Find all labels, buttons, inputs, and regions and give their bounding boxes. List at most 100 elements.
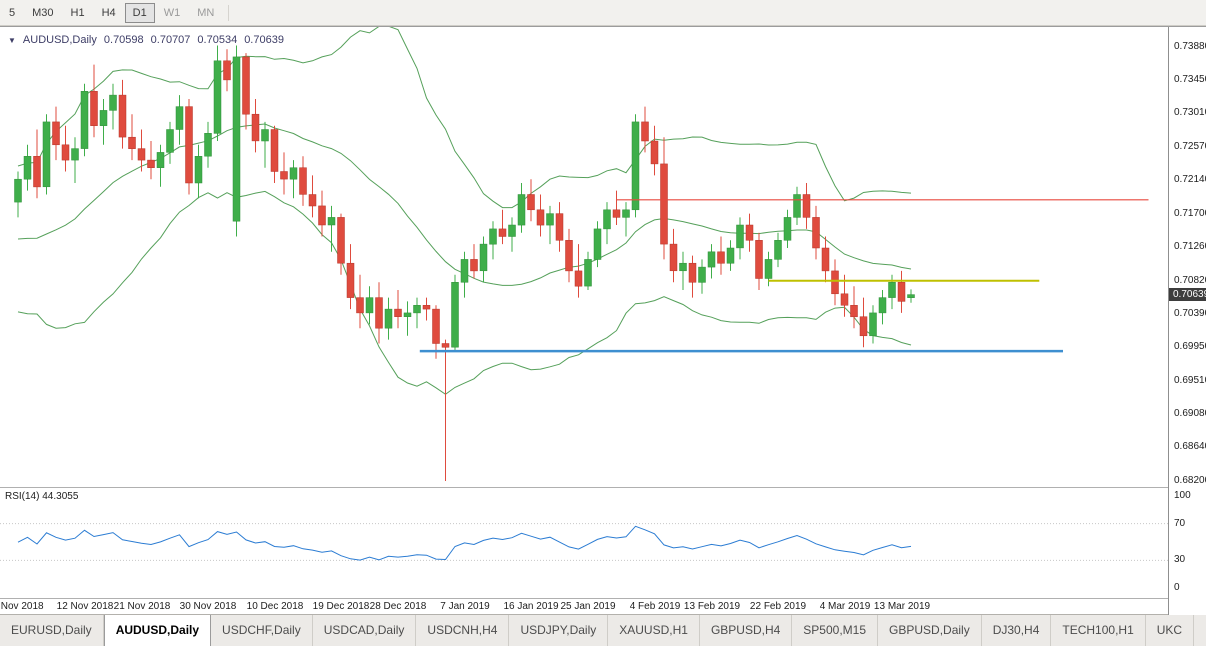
candle-body[interactable] [593,228,602,260]
chart-tab-usdjpy-daily[interactable]: USDJPY,Daily [509,615,609,646]
candle-body[interactable] [204,133,212,157]
candle-body[interactable] [726,247,735,264]
candle-body[interactable] [318,205,326,226]
candle-body[interactable] [774,240,782,260]
candle-body[interactable] [156,152,165,168]
candle-body[interactable] [346,262,355,298]
candle-body[interactable] [441,343,450,348]
candle-body[interactable] [175,106,184,130]
candle-body[interactable] [147,159,155,168]
candle-body[interactable] [612,209,621,218]
candle-body[interactable] [565,240,573,272]
candle-body[interactable] [840,293,849,306]
candle-body[interactable] [869,312,877,337]
candle-body[interactable] [109,94,117,111]
chart-tab-ukc[interactable]: UKC [1146,615,1195,646]
candle-body[interactable] [270,129,279,172]
candle-body[interactable] [23,156,32,180]
chart-tab-sp500-m15[interactable]: SP500,M15 [792,615,879,646]
candle-body[interactable] [850,305,858,318]
rsi-panel[interactable]: RSI(14) 44.3055 [0,488,1168,599]
rsi-svg[interactable] [0,488,1168,598]
candle-body[interactable] [413,305,421,314]
candle-body[interactable] [669,243,678,272]
candle-body[interactable] [52,121,60,146]
chart-tab-gbpusd-h4[interactable]: GBPUSD,H4 [700,615,793,646]
candle-body[interactable] [688,262,697,283]
candle-body[interactable] [261,129,269,142]
candle-body[interactable] [118,94,127,138]
candle-body[interactable] [194,156,203,184]
timeframe-button-h4[interactable]: H4 [101,6,116,19]
candle-body[interactable] [536,209,545,226]
candle-body[interactable] [831,270,839,295]
candle-body[interactable] [365,297,374,314]
timeframe-button-mn[interactable]: MN [197,6,215,19]
candle-body[interactable] [223,60,231,81]
candle-body[interactable] [232,56,241,222]
chart-tab-audusd-daily[interactable]: AUDUSD,Daily [103,615,212,646]
candle-body[interactable] [375,297,383,329]
candle-body[interactable] [717,251,725,264]
candle-body[interactable] [213,60,222,134]
candle-body[interactable] [137,148,146,161]
candle-body[interactable] [821,247,830,272]
candle-body[interactable] [641,121,649,142]
candle-body[interactable] [546,213,554,226]
candle-body[interactable] [907,294,915,298]
chart-tab-usdcad-daily[interactable]: USDCAD,Daily [313,615,417,646]
candle-body[interactable] [356,297,364,314]
candle-body[interactable] [384,308,393,329]
timeframe-button-m30[interactable]: M30 [32,6,54,19]
candle-body[interactable] [574,270,583,287]
candle-body[interactable] [812,217,820,249]
candle-body[interactable] [698,266,706,283]
candle-body[interactable] [90,91,98,126]
chart-tab-gbpusd-daily[interactable]: GBPUSD,Daily [878,615,982,646]
chart-tab-tech100-h1[interactable]: TECH100,H1 [1051,615,1146,646]
candle-body[interactable] [603,209,611,230]
candle-body[interactable] [71,148,79,161]
candle-body[interactable] [707,251,716,268]
candle-body[interactable] [650,140,659,165]
candle-body[interactable] [280,171,288,180]
candle-body[interactable] [394,308,402,317]
chart-tab-usdcnh-h4[interactable]: USDCNH,H4 [416,615,510,646]
candle-body[interactable] [61,144,70,161]
quick-trade-dropdown-icon[interactable]: ▼ [8,35,16,45]
candle-body[interactable] [793,194,801,218]
candle-body[interactable] [878,297,887,314]
timeframe-button-w1[interactable]: W1 [163,6,181,19]
candle-body[interactable] [460,259,469,283]
candle-body[interactable] [308,194,317,207]
candle-body[interactable] [432,308,440,344]
candle-body[interactable] [299,167,307,195]
candle-body[interactable] [584,259,592,287]
main-chart[interactable]: ▼ AUDUSD,Daily 0.70598 0.70707 0.70534 0… [0,27,1168,488]
main-chart-svg[interactable] [0,27,1168,488]
chart-tab-xauusd-h1[interactable]: XAUUSD,H1 [608,615,700,646]
candle-body[interactable] [470,259,478,272]
candle-body[interactable] [888,282,896,298]
chart-tab-eurusd-daily[interactable]: EURUSD,Daily [0,615,104,646]
candle-body[interactable] [242,56,250,115]
chart-tab-dj30-h4[interactable]: DJ30,H4 [982,615,1052,646]
candle-body[interactable] [802,194,811,218]
candle-body[interactable] [451,282,459,348]
candle-body[interactable] [679,262,687,272]
candle-body[interactable] [508,224,516,237]
candle-body[interactable] [783,217,792,241]
candle-body[interactable] [764,259,773,279]
candle-body[interactable] [99,110,108,126]
candle-body[interactable] [42,121,51,188]
candle-body[interactable] [327,217,336,226]
candle-body[interactable] [479,243,488,272]
candle-body[interactable] [337,217,345,264]
candle-body[interactable] [517,194,526,226]
candle-body[interactable] [251,113,260,142]
candle-body[interactable] [897,282,906,302]
candle-body[interactable] [736,224,744,249]
candle-body[interactable] [185,106,193,184]
